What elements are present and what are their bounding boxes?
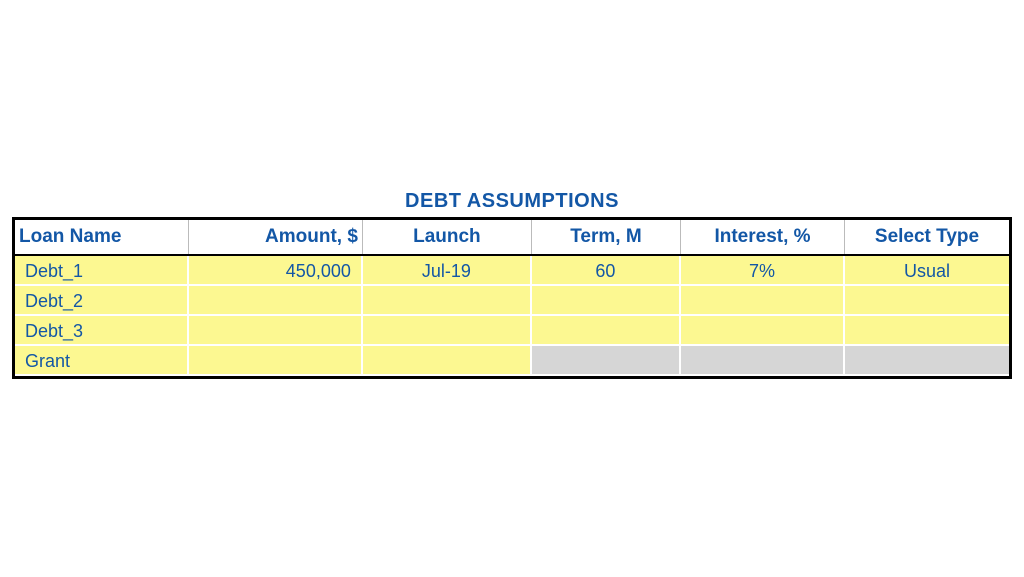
cell-amount[interactable] [189,346,363,376]
cell-select-type[interactable]: Usual [845,256,1009,286]
column-header-interest: Interest, % [681,220,845,254]
cell-interest[interactable] [681,286,845,316]
column-header-amount: Amount, $ [189,220,363,254]
cell-loan-name[interactable]: Debt_3 [15,316,189,346]
cell-loan-name[interactable]: Debt_2 [15,286,189,316]
column-header-term: Term, M [532,220,681,254]
cell-amount[interactable] [189,316,363,346]
cell-term [532,346,681,376]
table-row: Debt_1 450,000 Jul-19 60 7% Usual [15,256,1009,286]
cell-select-type[interactable] [845,316,1009,346]
cell-launch[interactable] [363,316,532,346]
cell-amount[interactable] [189,286,363,316]
cell-term[interactable] [532,316,681,346]
table-header-row: Loan Name Amount, $ Launch Term, M Inter… [15,220,1009,256]
table-row: Debt_2 [15,286,1009,316]
cell-loan-name[interactable]: Debt_1 [15,256,189,286]
cell-launch[interactable] [363,346,532,376]
debt-assumptions-table: Loan Name Amount, $ Launch Term, M Inter… [12,217,1012,379]
cell-term[interactable]: 60 [532,256,681,286]
cell-loan-name[interactable]: Grant [15,346,189,376]
table-title: DEBT ASSUMPTIONS [405,190,619,213]
column-header-loan-name: Loan Name [15,220,189,254]
table-row: Grant [15,346,1009,376]
table-row: Debt_3 [15,316,1009,346]
cell-term[interactable] [532,286,681,316]
column-header-launch: Launch [363,220,532,254]
cell-interest [681,346,845,376]
cell-launch[interactable]: Jul-19 [363,256,532,286]
cell-select-type [845,346,1009,376]
cell-select-type[interactable] [845,286,1009,316]
cell-amount[interactable]: 450,000 [189,256,363,286]
cell-launch[interactable] [363,286,532,316]
cell-interest[interactable]: 7% [681,256,845,286]
cell-interest[interactable] [681,316,845,346]
column-header-select-type: Select Type [845,220,1009,254]
